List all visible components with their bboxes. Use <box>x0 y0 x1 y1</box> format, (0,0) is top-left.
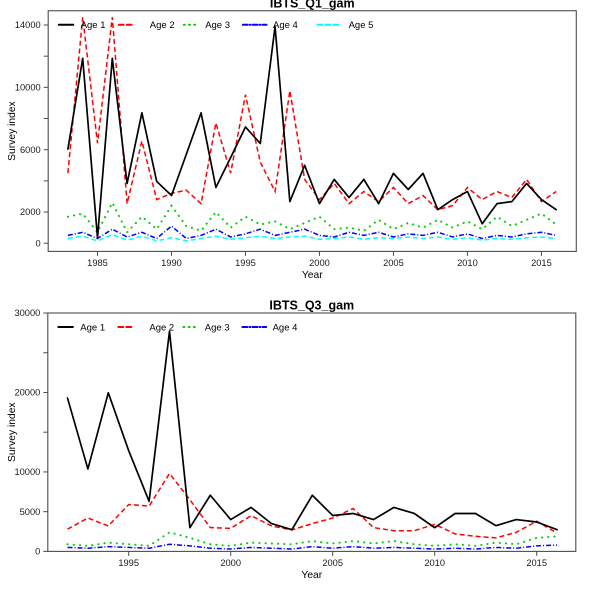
svg-text:10000: 10000 <box>15 83 41 93</box>
svg-text:Survey index: Survey index <box>7 100 18 160</box>
svg-text:1990: 1990 <box>161 258 182 268</box>
svg-text:2010: 2010 <box>457 258 478 268</box>
svg-text:Survey index: Survey index <box>7 402 18 462</box>
svg-text:2000: 2000 <box>309 258 330 268</box>
svg-text:Age 2: Age 2 <box>149 322 174 333</box>
svg-text:2015: 2015 <box>531 258 552 268</box>
svg-text:2005: 2005 <box>383 258 404 268</box>
svg-text:Age 3: Age 3 <box>205 20 230 31</box>
svg-text:6000: 6000 <box>20 145 41 155</box>
svg-text:2015: 2015 <box>526 558 547 568</box>
svg-text:Age 3: Age 3 <box>205 322 230 333</box>
svg-text:IBTS_Q3_gam: IBTS_Q3_gam <box>269 299 354 313</box>
svg-text:Age 5: Age 5 <box>349 20 374 31</box>
svg-text:2010: 2010 <box>424 558 445 568</box>
svg-text:0: 0 <box>35 547 40 557</box>
svg-text:1995: 1995 <box>118 558 139 568</box>
svg-text:Age 4: Age 4 <box>273 20 298 31</box>
svg-text:1995: 1995 <box>235 258 256 268</box>
svg-text:20000: 20000 <box>14 388 40 398</box>
svg-text:Year: Year <box>302 270 323 281</box>
svg-text:Age 2: Age 2 <box>150 20 175 31</box>
svg-text:5000: 5000 <box>20 507 41 517</box>
svg-text:10000: 10000 <box>14 467 40 477</box>
svg-text:IBTS_Q1_gam: IBTS_Q1_gam <box>270 0 355 10</box>
svg-text:30000: 30000 <box>14 308 40 318</box>
svg-text:2005: 2005 <box>322 558 343 568</box>
svg-text:Age 4: Age 4 <box>273 322 298 333</box>
svg-text:2000: 2000 <box>220 558 241 568</box>
svg-text:Age 1: Age 1 <box>81 20 106 31</box>
svg-text:1985: 1985 <box>87 258 108 268</box>
svg-text:14000: 14000 <box>15 20 41 30</box>
svg-text:Age 1: Age 1 <box>80 322 105 333</box>
svg-text:0: 0 <box>36 238 41 248</box>
svg-text:2000: 2000 <box>20 207 41 217</box>
svg-text:Year: Year <box>301 570 322 581</box>
